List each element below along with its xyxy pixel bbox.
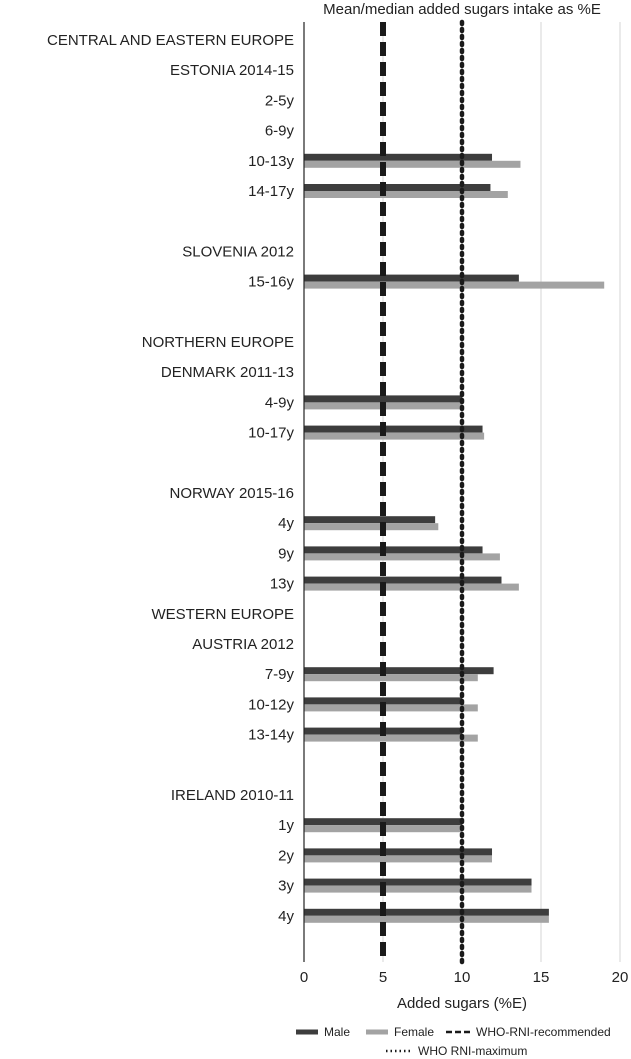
bar-male-26 (304, 818, 462, 826)
bar-male-22 (304, 697, 462, 705)
legend-label-maximum: WHO RNI-maximum (418, 1044, 527, 1058)
bars (304, 153, 605, 923)
bar-male-5 (304, 184, 491, 191)
bar-female-29 (304, 915, 549, 923)
legend-item-maximum: WHO RNI-maximum (386, 1044, 527, 1058)
category-labels: CENTRAL AND EASTERN EUROPE ESTONIA 2014-1… (47, 32, 294, 925)
legend-label-female: Female (394, 1025, 434, 1039)
category-label-15-16y: 15-16y (248, 274, 294, 291)
bar-female-4 (304, 160, 521, 168)
bar-male-18 (304, 576, 502, 584)
legend-item-male: Male (296, 1025, 350, 1039)
x-tick-label-0: 0 (300, 969, 308, 986)
chart-title: Mean/median added sugars intake as %E (323, 1, 601, 18)
category-label-ireland-2010-11: IRELAND 2010-11 (171, 787, 294, 804)
category-label-denmark-2011-13: DENMARK 2011-13 (161, 364, 294, 381)
bar-male-28 (304, 878, 532, 886)
category-label-13-14y: 13-14y (248, 727, 294, 744)
bar-female-23 (304, 734, 478, 742)
x-tick-labels: 0 5 10 15 20 (300, 969, 629, 986)
bar-male-27 (304, 848, 493, 856)
bar-male-12 (304, 395, 462, 403)
x-tick-label-20: 20 (612, 969, 629, 986)
category-label-10-12y: 10-12y (248, 696, 294, 713)
legend-item-recommended: WHO-RNI-recommended (446, 1025, 611, 1039)
category-label-2-5y: 2-5y (265, 92, 295, 109)
legend-label-male: Male (324, 1025, 350, 1039)
bar-male-13 (304, 425, 483, 433)
bar-female-18 (304, 583, 519, 591)
bar-male-4 (304, 153, 493, 161)
category-label-slovenia-2012: SLOVENIA 2012 (182, 243, 294, 260)
category-label-4y: 4y (278, 515, 294, 532)
bar-female-22 (304, 704, 478, 712)
category-label-10-13y: 10-13y (248, 153, 294, 170)
bar-male-21 (304, 667, 494, 675)
category-label-2y: 2y (278, 847, 294, 864)
bar-female-27 (304, 855, 493, 863)
category-label-7-9y: 7-9y (265, 666, 295, 683)
x-tick-label-5: 5 (379, 969, 387, 986)
bar-male-8 (304, 274, 519, 282)
bar-female-16 (304, 523, 439, 531)
bar-male-17 (304, 546, 483, 554)
category-label-13y: 13y (270, 576, 295, 593)
category-label-1y: 1y (278, 817, 294, 834)
bar-female-28 (304, 885, 532, 893)
category-label-10-17y: 10-17y (248, 425, 294, 442)
legend: Male Female WHO-RNI-recommended WHO RNI-… (296, 1025, 611, 1058)
category-label-central-and-eastern-europe: CENTRAL AND EASTERN EUROPE (47, 32, 294, 49)
bar-female-8 (304, 281, 605, 289)
category-label-9y: 9y (278, 545, 294, 562)
category-label-norway-2015-16: NORWAY 2015-16 (169, 485, 294, 502)
x-tick-label-15: 15 (533, 969, 550, 986)
bar-male-16 (304, 516, 436, 524)
category-label-3y: 3y (278, 878, 294, 895)
bar-female-17 (304, 553, 500, 561)
category-label-northern-europe: NORTHERN EUROPE (142, 334, 294, 351)
category-label-4y: 4y (278, 908, 294, 925)
category-label-14-17y: 14-17y (248, 183, 294, 200)
bar-male-29 (304, 908, 549, 916)
category-label-western-europe: WESTERN EUROPE (151, 606, 294, 623)
category-label-austria-2012: AUSTRIA 2012 (192, 636, 294, 653)
bar-female-13 (304, 432, 485, 440)
x-tick-label-10: 10 (454, 969, 471, 986)
reference-lines (380, 19, 465, 965)
category-label-4-9y: 4-9y (265, 394, 295, 411)
category-label-6-9y: 6-9y (265, 123, 295, 140)
x-axis-title: Added sugars (%E) (397, 995, 527, 1012)
legend-item-female: Female (366, 1025, 434, 1039)
bar-female-5 (304, 191, 508, 198)
category-label-estonia-2014-15: ESTONIA 2014-15 (170, 62, 294, 79)
legend-label-recommended: WHO-RNI-recommended (476, 1025, 611, 1039)
bar-female-21 (304, 674, 478, 682)
